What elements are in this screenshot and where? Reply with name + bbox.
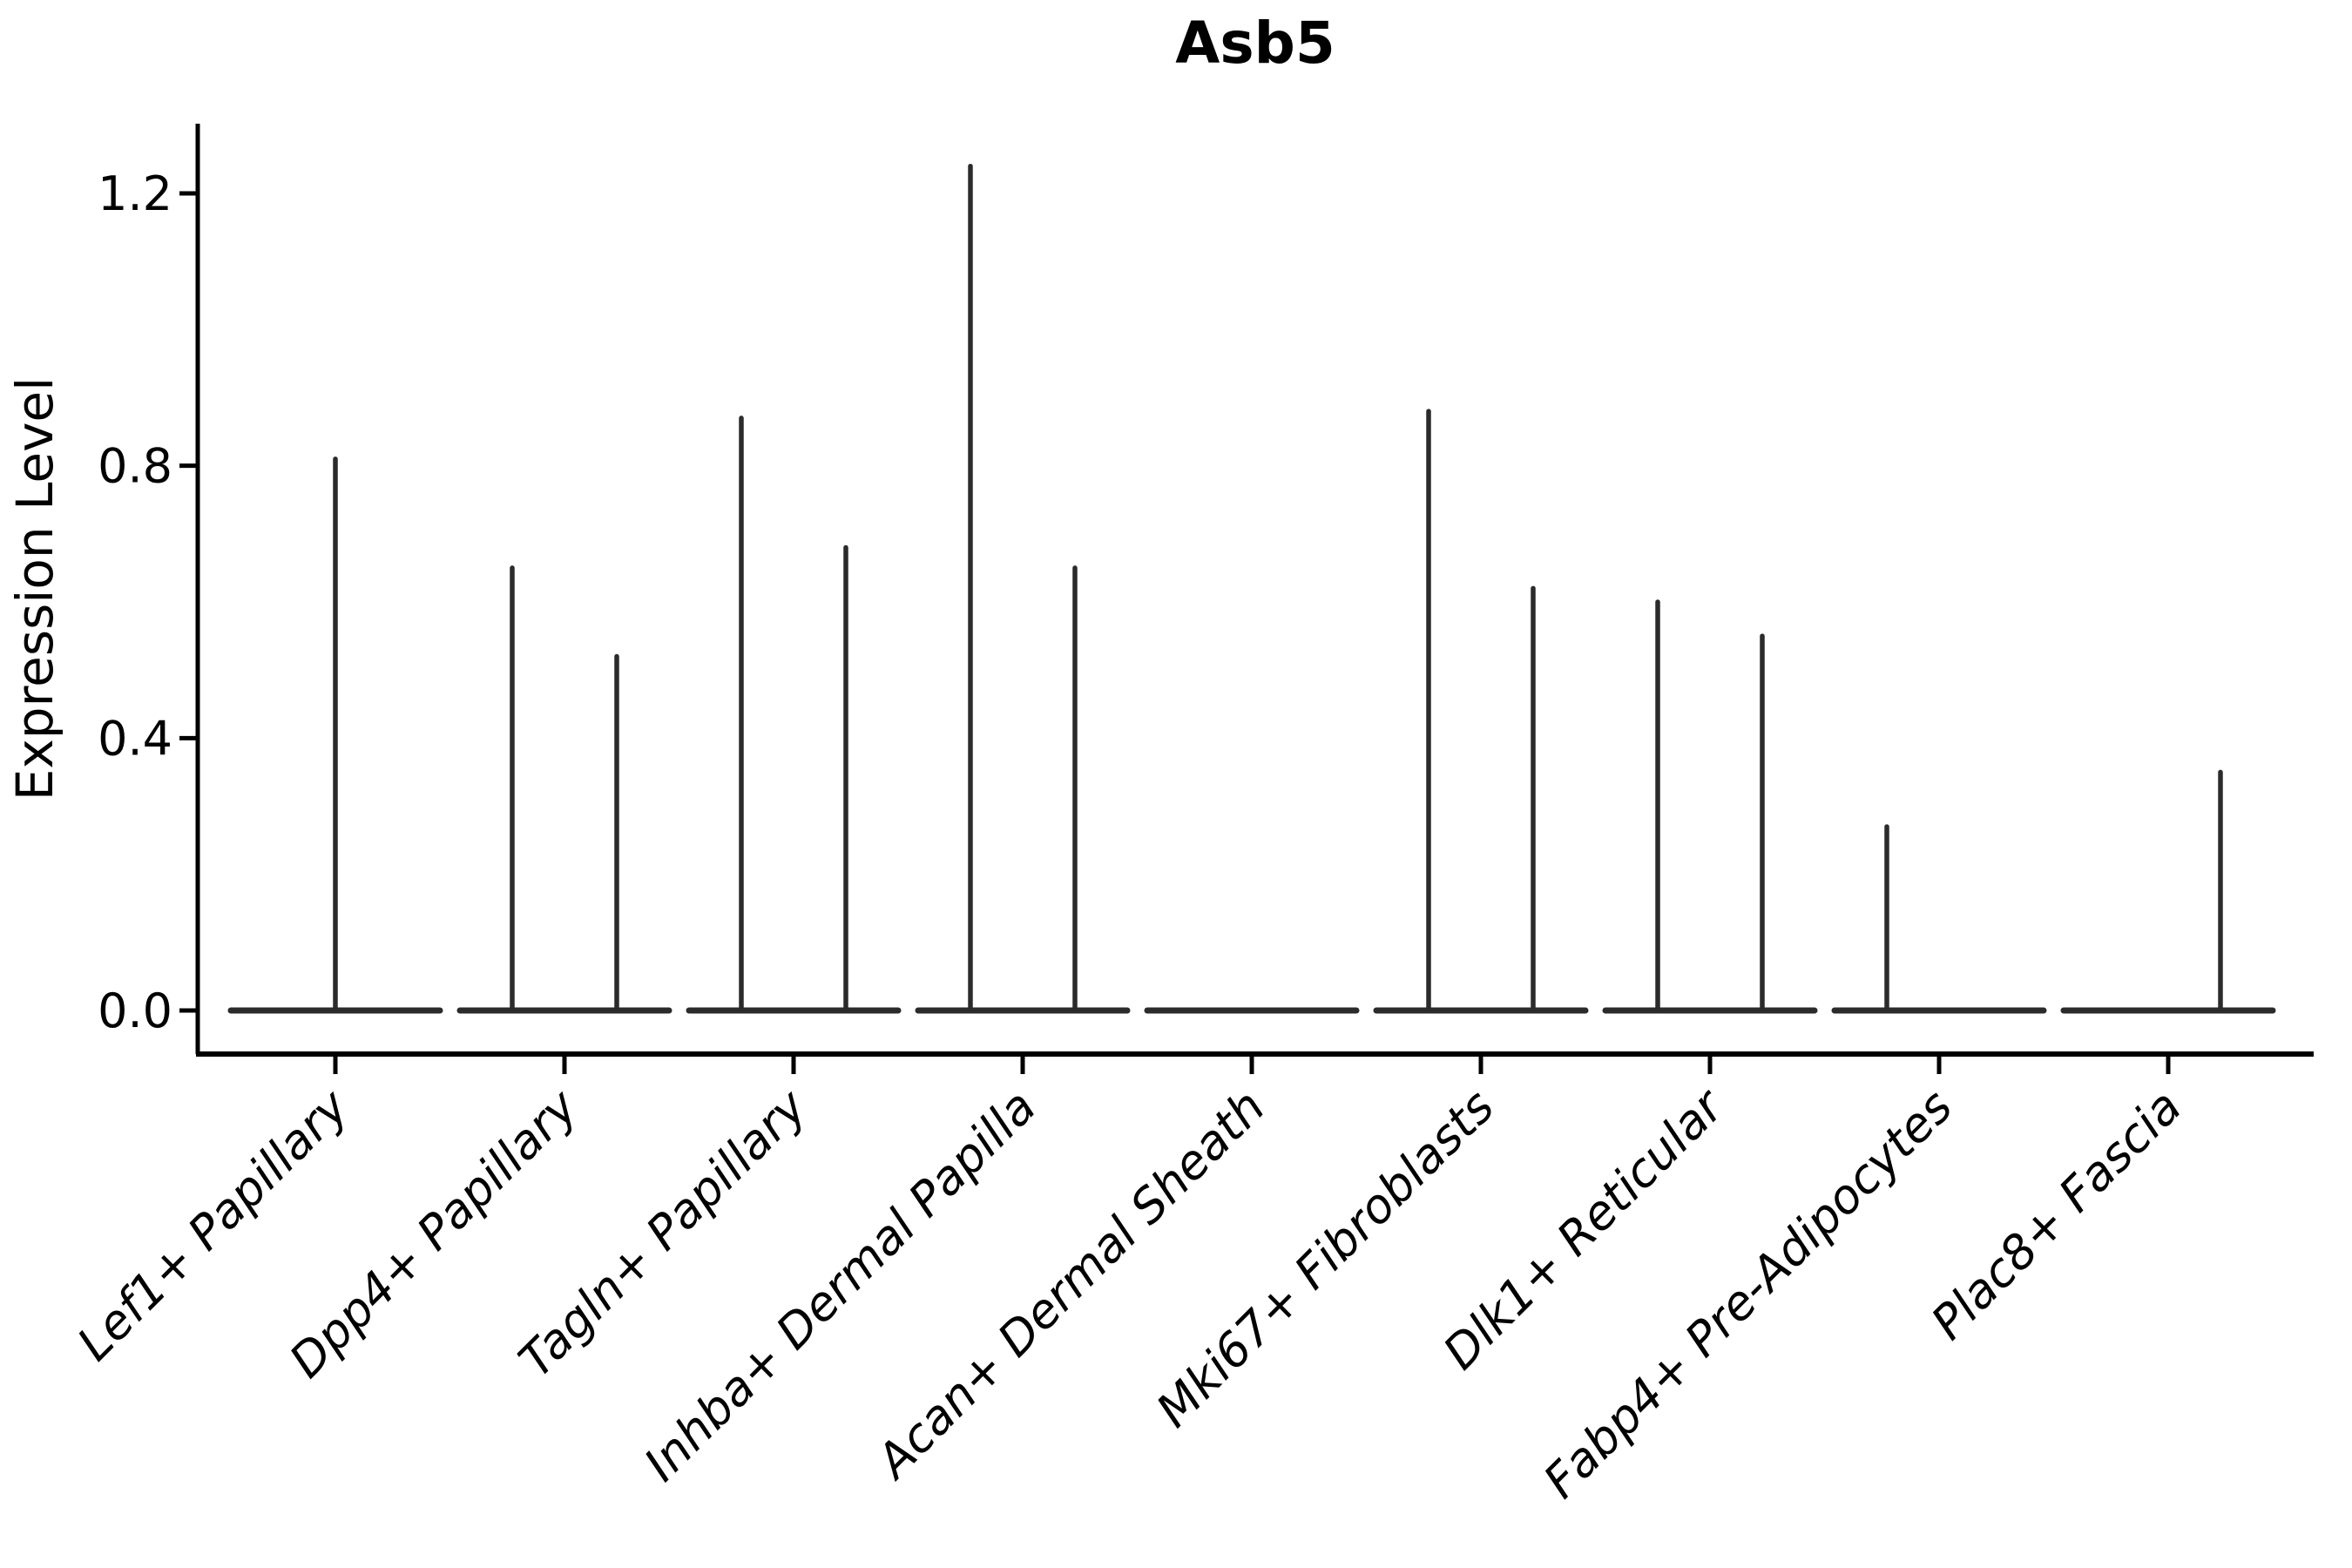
y-tick-label: 0.4 (98, 711, 172, 766)
y-tick-label: 0.8 (98, 439, 172, 494)
y-tick-label: 0.0 (98, 983, 172, 1038)
y-tick-label: 1.2 (98, 166, 172, 221)
y-axis-label: Expression Level (5, 377, 64, 801)
chart-title: Asb5 (1175, 10, 1335, 77)
